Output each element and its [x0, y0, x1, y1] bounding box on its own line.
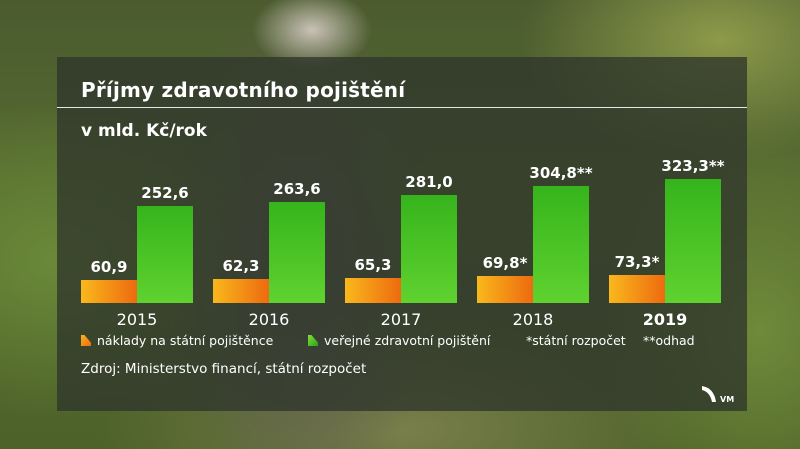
x-tick-label-2018: 2018 — [513, 310, 554, 329]
legend-swatch-orange — [81, 335, 91, 346]
chart-title: Příjmy zdravotního pojištění — [81, 78, 406, 102]
source-note: Zdroj: Ministerstvo financí, státní rozp… — [81, 361, 367, 377]
data-label-green-2015: 252,6 — [141, 184, 188, 202]
bar-orange-2016 — [213, 279, 269, 303]
bar-green-2017 — [401, 195, 457, 303]
legend-label-series2: veřejné zdravotní pojištění — [324, 333, 491, 348]
data-label-orange-2016: 62,3 — [222, 257, 259, 275]
bar-orange-2015 — [81, 280, 137, 303]
vm-logo: VM — [702, 386, 734, 404]
x-tick-label-2015: 2015 — [117, 310, 158, 329]
data-label-green-2018: 304,8** — [529, 164, 592, 182]
legend-note-state-budget: *státní rozpočet — [526, 333, 626, 348]
bar-green-2016 — [269, 202, 325, 303]
legend-item-series1: náklady na státní pojištěnce — [81, 333, 273, 348]
data-label-orange-2017: 65,3 — [354, 256, 391, 274]
bar-orange-2019 — [609, 275, 665, 303]
legend-swatch-green — [308, 335, 318, 346]
x-tick-label-2019: 2019 — [643, 310, 688, 329]
bar-green-2019 — [665, 179, 721, 303]
bar-green-2015 — [137, 206, 193, 303]
data-label-orange-2019: 73,3* — [615, 253, 660, 271]
bar-orange-2017 — [345, 278, 401, 303]
data-label-green-2019: 323,3** — [661, 157, 724, 175]
bar-green-2018 — [533, 186, 589, 303]
legend-note-estimate: **odhad — [643, 333, 695, 348]
data-label-green-2017: 281,0 — [405, 173, 452, 191]
legend-label-series1: náklady na státní pojištěnce — [97, 333, 274, 348]
data-label-green-2016: 263,6 — [273, 180, 320, 198]
legend-item-series2: veřejné zdravotní pojištění — [308, 333, 490, 348]
bars-group: 60,9 252,6 2015 62,3 263,6 2016 65,3 281,0 2017 6… — [81, 157, 725, 329]
bar-orange-2018 — [477, 276, 533, 303]
x-tick-label-2017: 2017 — [381, 310, 422, 329]
x-tick-label-2016: 2016 — [249, 310, 290, 329]
logo-text: VM — [720, 395, 734, 404]
data-label-orange-2018: 69,8* — [483, 254, 528, 272]
data-label-orange-2015: 60,9 — [90, 258, 127, 276]
chart-subtitle: v mld. Kč/rok — [81, 121, 207, 141]
title-divider — [57, 107, 747, 108]
